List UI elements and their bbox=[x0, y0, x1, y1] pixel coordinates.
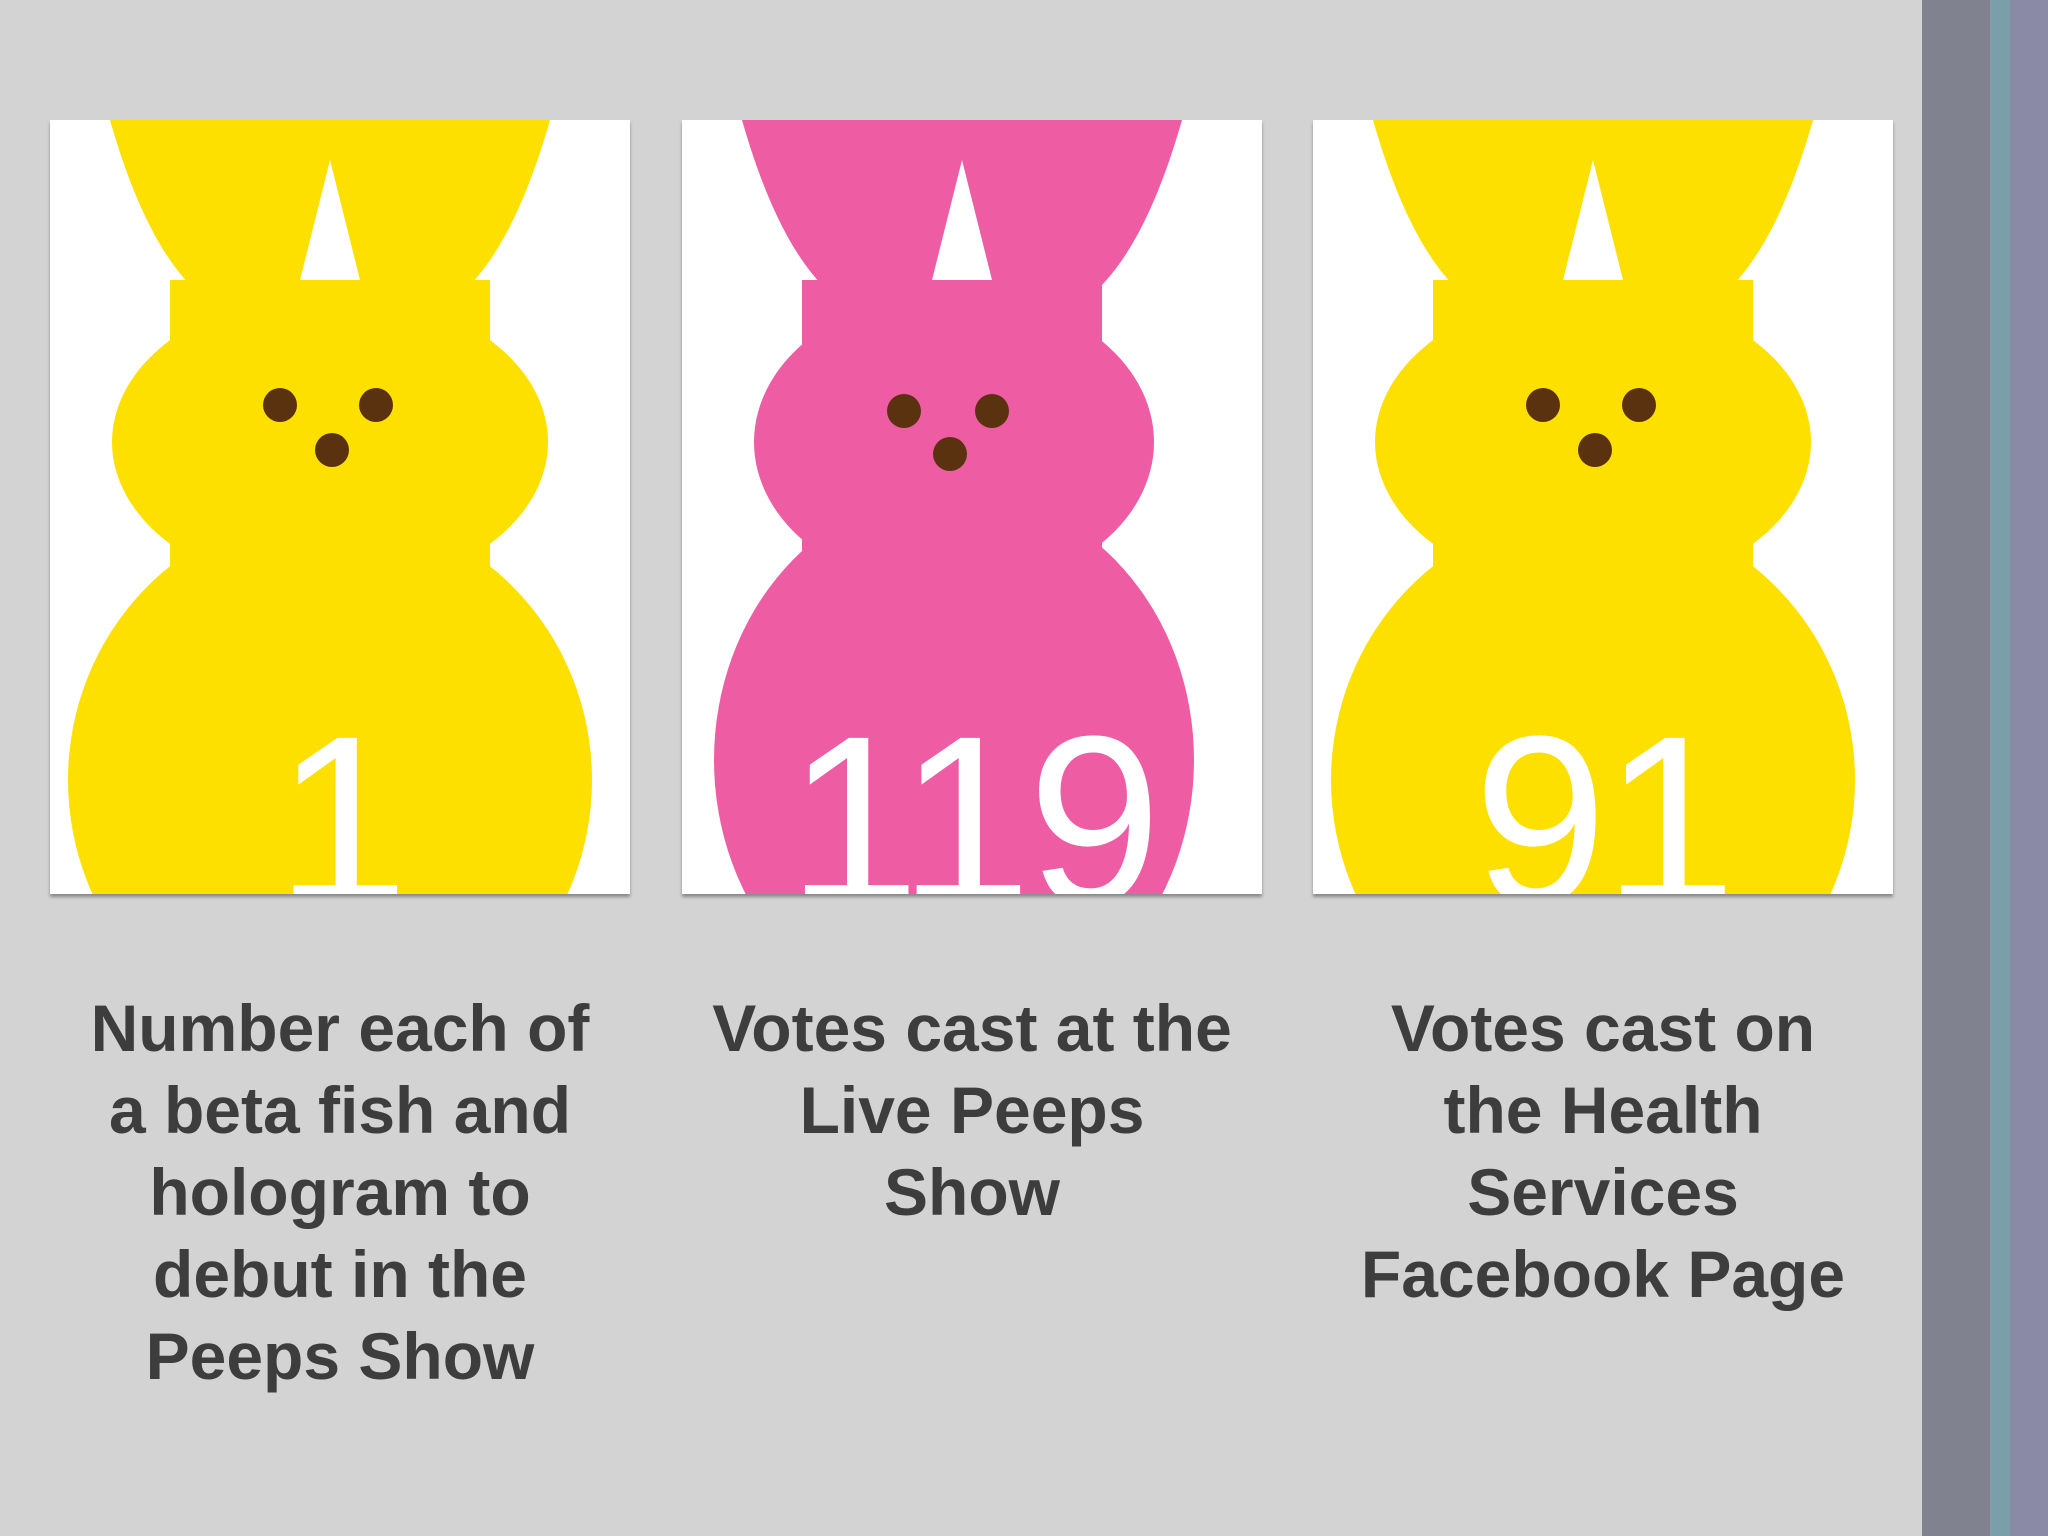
peep-card-2: 119 bbox=[682, 120, 1262, 894]
card-number: 119 bbox=[786, 686, 1162, 894]
caption-line: Facebook Page bbox=[1360, 1237, 1846, 1311]
caption-line: Number each of bbox=[90, 991, 590, 1065]
caption-line: Services bbox=[1467, 1155, 1739, 1229]
caption-3: Votes cast on the Health Services Facebo… bbox=[1303, 987, 1903, 1315]
caption-line: hologram to bbox=[149, 1155, 531, 1229]
caption-line: Peeps Show bbox=[145, 1319, 535, 1393]
caption-line: a beta fish and bbox=[108, 1073, 572, 1147]
caption-line: Show bbox=[884, 1155, 1060, 1229]
peep-card-3: 91 bbox=[1313, 120, 1893, 894]
caption-line: Votes cast on bbox=[1390, 991, 1816, 1065]
caption-1: Number each of a beta fish and hologram … bbox=[40, 987, 640, 1397]
peep-bunny-icon bbox=[68, 120, 592, 894]
card-number: 91 bbox=[1473, 686, 1737, 894]
decorative-stripe bbox=[2010, 0, 2048, 1536]
peep-bunny-icon bbox=[714, 120, 1194, 894]
decorative-stripe bbox=[1922, 0, 1990, 1536]
card-number: 1 bbox=[275, 686, 408, 894]
peep-card-1: 1 bbox=[50, 120, 630, 894]
decorative-stripe bbox=[1990, 0, 2010, 1536]
peep-bunny-icon bbox=[1331, 120, 1855, 894]
caption-line: Votes cast at the bbox=[712, 991, 1232, 1065]
caption-line: the Health bbox=[1443, 1073, 1763, 1147]
caption-line: debut in the bbox=[153, 1237, 527, 1311]
caption-line: Live Peeps bbox=[799, 1073, 1145, 1147]
caption-2: Votes cast at the Live Peeps Show bbox=[672, 987, 1272, 1233]
